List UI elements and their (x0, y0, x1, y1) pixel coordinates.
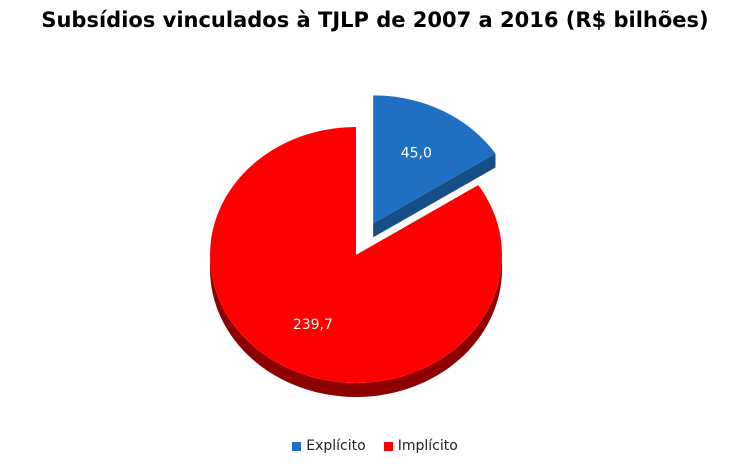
legend-label-implicito: Implícito (397, 438, 458, 454)
legend-item-explicito[interactable]: Explícito (292, 438, 366, 454)
legend-swatch-explicito (292, 441, 302, 451)
legend-item-implicito[interactable]: Implícito (383, 438, 458, 454)
pie-slice-edge-0-1 (373, 153, 496, 238)
data-label-1: 239,7 (293, 317, 333, 333)
legend-swatch-implicito (383, 441, 393, 451)
pie-slice-1[interactable] (209, 127, 503, 383)
data-label-0: 45,0 (401, 146, 432, 162)
chart-title: Subsídios vinculados à TJLP de 2007 a 20… (41, 8, 709, 32)
legend: Explícito Implícito (0, 438, 750, 454)
legend-label-explicito: Explícito (306, 438, 366, 454)
pie-slice-0[interactable] (373, 95, 496, 224)
